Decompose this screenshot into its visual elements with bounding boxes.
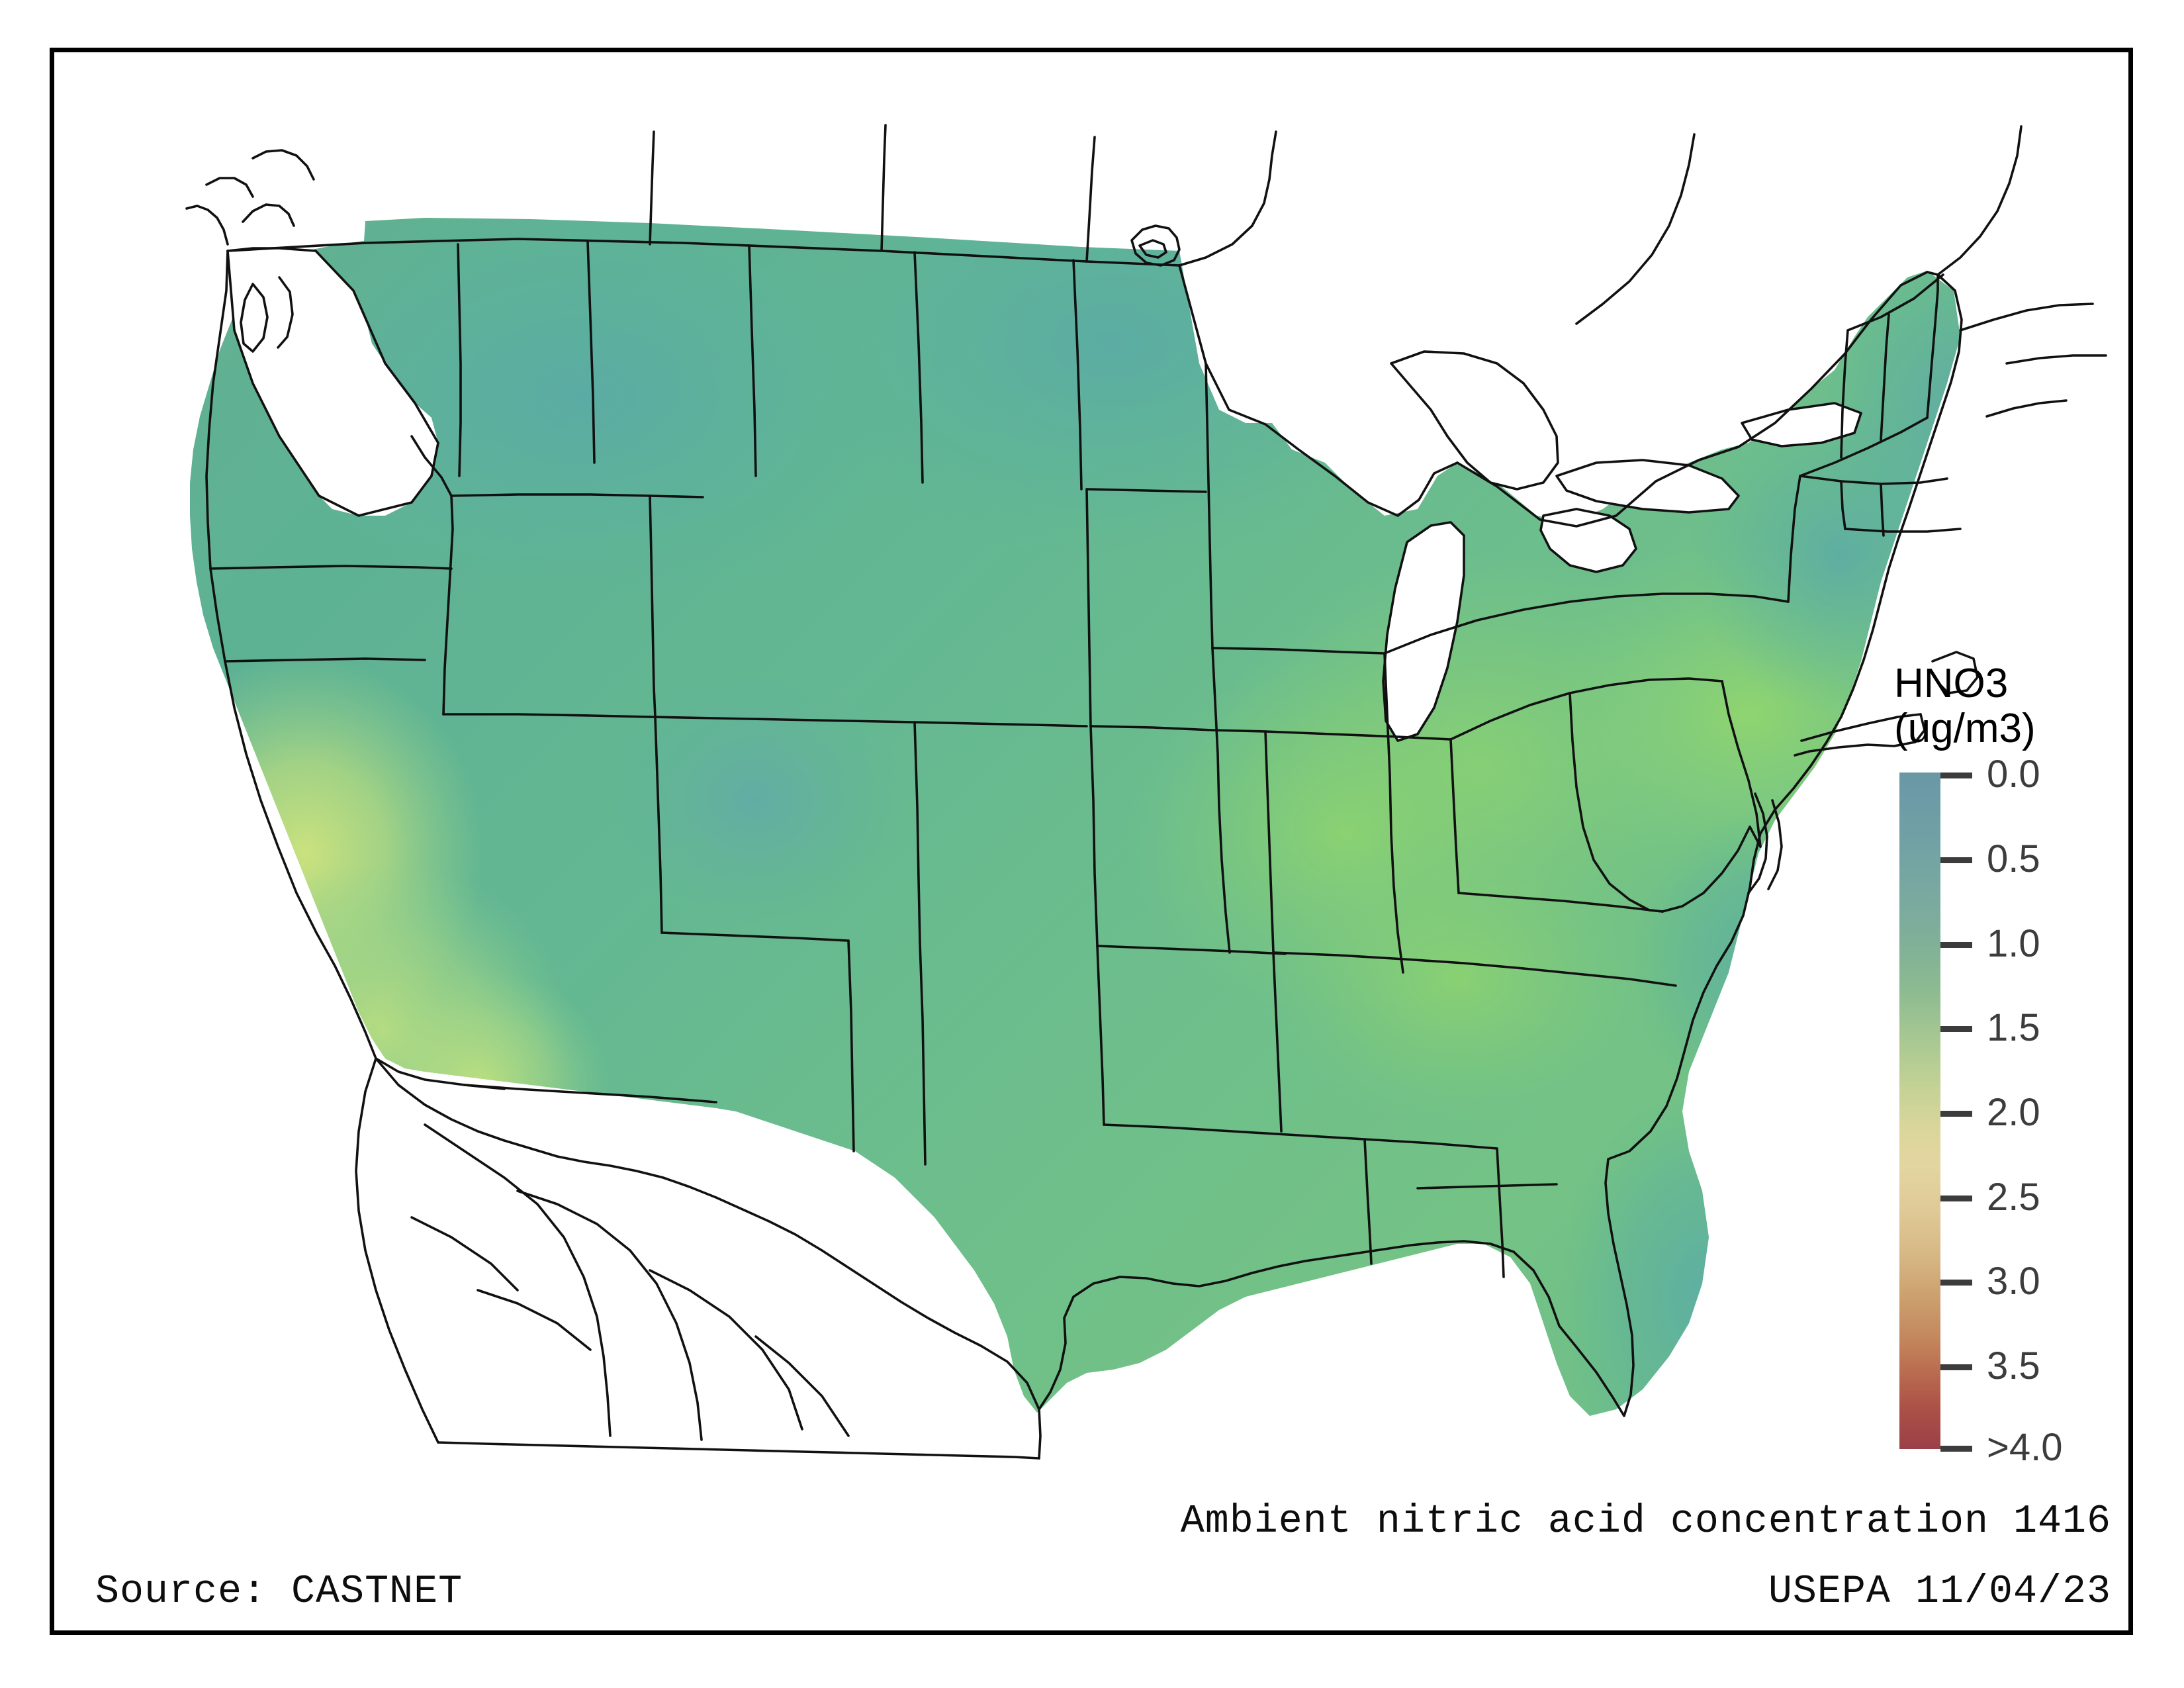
colorbar-label-4: 2.0 — [1987, 1091, 2040, 1134]
colorbar-legend: HNO3 (ug/m3) 0.0 0.5 1.0 1.5 2.0 2.5 3.0… — [1894, 661, 2172, 1562]
us-concentration-map — [185, 124, 2107, 1460]
legend-title: HNO3 (ug/m3) — [1894, 661, 2036, 751]
colorbar-label-1: 0.5 — [1987, 837, 2040, 880]
colorbar-label-3: 1.5 — [1987, 1006, 2040, 1049]
figure-caption: Ambient nitric acid concentration 1416 — [1180, 1499, 2111, 1544]
colorbar-label-5: 2.5 — [1987, 1176, 2040, 1219]
colorbar-tick-1 — [1940, 857, 1972, 863]
state-boundaries — [185, 124, 2107, 1460]
colorbar-tick-2 — [1940, 942, 1972, 948]
colorbar-tick-3 — [1940, 1026, 1972, 1032]
colorbar-label-2: 1.0 — [1987, 922, 2040, 965]
no-data-great-lakes — [1383, 352, 1861, 741]
map-canvas — [54, 52, 2130, 1495]
agency-date-label: USEPA 11/04/23 — [1768, 1570, 2111, 1615]
colorbar-label-7: 3.5 — [1987, 1344, 2040, 1387]
colorbar-tick-5 — [1940, 1196, 1972, 1201]
colorbar-tick-0 — [1940, 773, 1972, 778]
no-data-region-washington — [228, 248, 438, 516]
map-figure-frame: HNO3 (ug/m3) 0.0 0.5 1.0 1.5 2.0 2.5 3.0… — [50, 48, 2133, 1635]
colorbar-tick-8 — [1940, 1446, 1972, 1452]
colorbar-label-8: >4.0 — [1987, 1426, 2063, 1469]
colorbar-gradient — [1899, 773, 1940, 1449]
colorbar-tick-7 — [1940, 1364, 1972, 1370]
colorbar-label-6: 3.0 — [1987, 1260, 2040, 1303]
data-source-label: Source: CASTNET — [95, 1570, 463, 1615]
colorbar-tick-6 — [1940, 1280, 1972, 1286]
colorbar-label-0: 0.0 — [1987, 753, 2040, 796]
colorbar-tick-4 — [1940, 1111, 1972, 1117]
